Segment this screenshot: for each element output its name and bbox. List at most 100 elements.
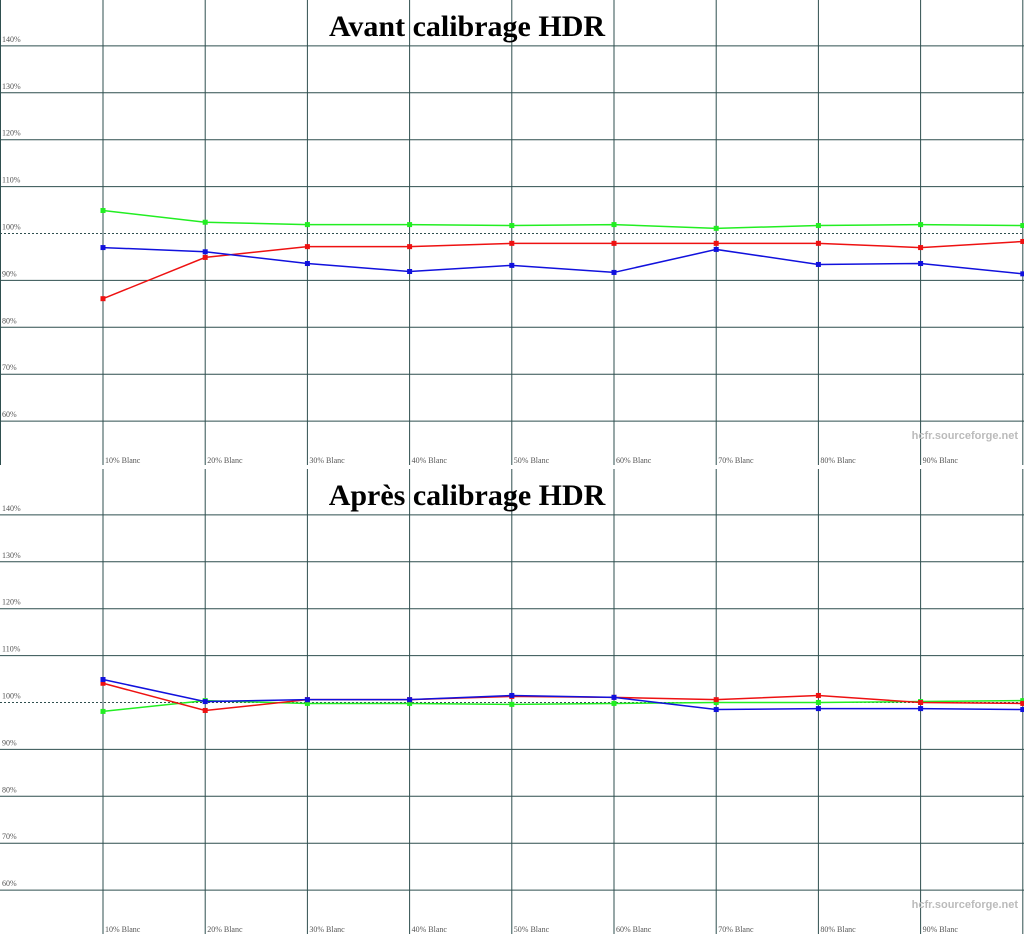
- x-tick-label: 30% Blanc: [309, 456, 345, 465]
- point: [1020, 698, 1024, 704]
- y-tick-label: 130%: [2, 82, 21, 91]
- y-tick-label: 120%: [2, 129, 21, 138]
- x-tick-label: 40% Blanc: [412, 925, 448, 934]
- x-tick-label: 50% Blanc: [514, 456, 550, 465]
- x-tick-label: 40% Blanc: [412, 456, 448, 465]
- point: [611, 269, 617, 275]
- point: [611, 222, 617, 228]
- series-line: [102, 678, 1023, 711]
- point: [100, 680, 106, 686]
- point: [509, 223, 515, 229]
- point: [713, 246, 719, 252]
- point: [304, 700, 310, 706]
- y-tick-label: 110%: [2, 176, 21, 185]
- y-tick-label: 70%: [2, 832, 17, 841]
- point: [407, 222, 413, 228]
- x-tick-label: 30% Blanc: [309, 925, 345, 934]
- point: [815, 240, 821, 246]
- point: [713, 240, 719, 246]
- chart: 10% Blanc 20% Blanc 30% Blanc 40% Blanc 50% …: [0, 469, 1024, 934]
- point: [100, 245, 106, 251]
- y-tick-label: 110%: [2, 645, 21, 654]
- point: [611, 700, 617, 706]
- point: [100, 296, 106, 302]
- point: [407, 697, 413, 703]
- series-line: [102, 240, 1023, 300]
- y-tick-label: 130%: [2, 551, 21, 560]
- point: [713, 707, 719, 713]
- watermark: hcfr.sourceforge.net: [912, 430, 1019, 442]
- point: [509, 240, 515, 246]
- point: [713, 700, 719, 705]
- point: [1020, 223, 1024, 229]
- point: [100, 708, 106, 714]
- x-tick-label: 20% Blanc: [207, 925, 243, 934]
- point: [815, 223, 821, 229]
- x-tick-label: 90% Blanc: [923, 456, 959, 465]
- point: [815, 706, 821, 712]
- point: [713, 225, 719, 231]
- y-tick-label: 100%: [2, 223, 21, 232]
- point: [713, 697, 719, 703]
- y-tick-label: 90%: [2, 269, 17, 278]
- series-line: [102, 699, 1023, 713]
- y-tick-label: 120%: [2, 598, 21, 607]
- point: [202, 219, 208, 225]
- point: [918, 261, 924, 267]
- x-tick-label: 70% Blanc: [718, 925, 754, 934]
- point: [509, 262, 515, 268]
- point: [509, 692, 515, 698]
- point: [304, 261, 310, 267]
- x-tick-label: 10% Blanc: [105, 456, 141, 465]
- chart-title: Avant calibrage HDR: [329, 10, 605, 43]
- y-tick-label: 140%: [2, 504, 21, 513]
- y-tick-label: 70%: [2, 363, 17, 372]
- point: [1020, 238, 1024, 244]
- y-tick-label: 60%: [2, 410, 17, 419]
- point: [304, 697, 310, 703]
- point: [202, 254, 208, 260]
- series-line: [102, 209, 1023, 230]
- y-tick-label: 90%: [2, 738, 17, 747]
- point: [815, 261, 821, 267]
- y-tick-label: 60%: [2, 879, 17, 888]
- y-tick-label: 140%: [2, 35, 21, 44]
- point: [1020, 271, 1024, 277]
- point: [509, 701, 515, 707]
- point: [918, 700, 924, 705]
- x-tick-label: 90% Blanc: [923, 925, 959, 934]
- point: [304, 244, 310, 250]
- point: [304, 222, 310, 228]
- point: [407, 268, 413, 274]
- point: [202, 249, 208, 255]
- point: [202, 707, 208, 713]
- point: [918, 245, 924, 251]
- y-tick-label: 80%: [2, 785, 17, 794]
- point: [918, 706, 924, 712]
- x-tick-label: 80% Blanc: [820, 925, 856, 934]
- point: [918, 222, 924, 228]
- point: [611, 694, 617, 700]
- point: [100, 208, 106, 214]
- point: [815, 700, 821, 705]
- y-tick-label: 100%: [2, 692, 21, 701]
- series-line: [102, 246, 1023, 275]
- x-tick-label: 10% Blanc: [105, 925, 141, 934]
- x-tick-label: 70% Blanc: [718, 456, 754, 465]
- chart: 10% Blanc 20% Blanc 30% Blanc 40% Blanc 50% …: [0, 0, 1024, 465]
- watermark: hcfr.sourceforge.net: [912, 899, 1019, 911]
- point: [100, 677, 106, 683]
- point: [611, 240, 617, 246]
- point: [407, 244, 413, 250]
- x-tick-label: 20% Blanc: [207, 456, 243, 465]
- point: [1020, 700, 1024, 706]
- point: [202, 699, 208, 705]
- x-tick-label: 50% Blanc: [514, 925, 550, 934]
- x-tick-label: 60% Blanc: [616, 456, 652, 465]
- point: [407, 700, 413, 706]
- chart-title: Après calibrage HDR: [329, 479, 606, 512]
- point: [815, 692, 821, 698]
- point: [1020, 707, 1024, 713]
